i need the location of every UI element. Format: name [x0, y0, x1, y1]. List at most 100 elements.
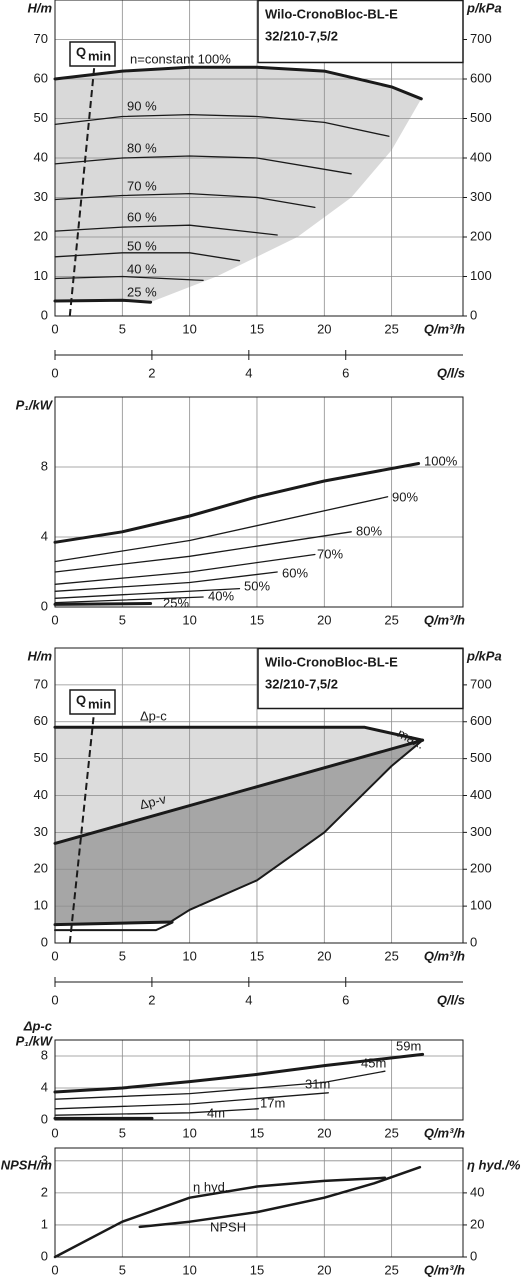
curve	[54, 531, 352, 573]
x-axis-label: Q/m³/h	[424, 612, 465, 627]
y2-tick-label: 600	[470, 713, 492, 728]
qmin-label-sub: min	[88, 696, 111, 711]
x-tick-label: 0	[51, 1262, 58, 1277]
x-tick-label: 15	[250, 948, 264, 963]
x-tick-label: 25	[384, 321, 398, 336]
y-tick-label: 4	[41, 1079, 48, 1094]
x-tick-label: 0	[51, 948, 58, 963]
qmin-box	[69, 41, 116, 67]
curve-label: Δp-v	[138, 791, 168, 812]
curve-label: 60 %	[127, 209, 157, 224]
y-tick-label: 0	[41, 1111, 48, 1126]
x-tick-label: 4	[245, 992, 252, 1007]
curve	[53, 65, 423, 101]
curve-label: 50 %	[127, 238, 157, 253]
curve-label: 25 %	[127, 284, 157, 299]
y-tick-label: 1	[41, 1216, 48, 1231]
x-axis-label: Q/m³/h	[424, 948, 465, 963]
y-axis-label: NPSH/m	[1, 1157, 53, 1172]
curve-label: 90 %	[127, 98, 157, 113]
curve-label: 40%	[208, 588, 234, 603]
y-tick-label: 70	[34, 676, 48, 691]
y-tick-label: 30	[34, 824, 48, 839]
y2-tick-label: 100	[470, 268, 492, 283]
y-tick-label: 2	[41, 1184, 48, 1199]
x-tick-label: 10	[182, 321, 196, 336]
y2-tick-label: 100	[470, 898, 492, 913]
y-axis-label: P₁/kW	[16, 1033, 54, 1048]
curve	[53, 920, 174, 927]
curve	[54, 1070, 386, 1100]
x-tick-label: 20	[317, 1125, 331, 1140]
curve	[54, 113, 390, 137]
curve-label: n=constant 100%	[130, 51, 231, 66]
qmin-label-sub: min	[88, 48, 111, 63]
curve-label: 60%	[282, 565, 308, 580]
y-tick-label: 0	[41, 598, 48, 613]
x-tick-label: 0	[51, 1125, 58, 1140]
y-tick-label: 3	[41, 1152, 48, 1167]
curve	[54, 275, 204, 282]
curve	[54, 155, 352, 175]
curve-label: Δp-c	[140, 708, 167, 723]
x-tick-label: 25	[384, 948, 398, 963]
curve	[53, 1052, 425, 1094]
curve	[53, 602, 153, 606]
qmin-line	[68, 699, 97, 944]
qmin-label: Q	[76, 44, 86, 59]
y2-tick-label: 40	[470, 1184, 484, 1199]
curve-label: 17m	[260, 1095, 285, 1110]
x-axis-label: Q/l/s	[437, 365, 465, 380]
y-axis-label: H/m	[27, 648, 52, 663]
x-tick-label: 6	[342, 992, 349, 1007]
curve-label: 80%	[356, 523, 382, 538]
y-tick-label: 50	[34, 110, 48, 125]
curve	[54, 1108, 259, 1116]
qmin-label: Q	[76, 692, 86, 707]
qmin-box	[69, 689, 116, 715]
x-tick-label: 10	[182, 948, 196, 963]
x-tick-label: 10	[182, 1125, 196, 1140]
y2-tick-label: 20	[470, 1216, 484, 1231]
x-tick-label: 20	[317, 1262, 331, 1277]
x-tick-label: 15	[250, 1262, 264, 1277]
y2-tick-label: 300	[470, 824, 492, 839]
x-tick-label: 5	[119, 1125, 126, 1140]
curve	[53, 462, 421, 544]
x-tick-label: 20	[317, 948, 331, 963]
title-box	[257, 0, 464, 64]
operating-area	[55, 727, 423, 844]
curve-label: 59m	[396, 1038, 421, 1053]
curve	[138, 1165, 422, 1229]
curve	[53, 298, 153, 304]
y-tick-label: 30	[34, 189, 48, 204]
title-box	[257, 647, 464, 710]
y-tick-label: 60	[34, 713, 48, 728]
y2-tick-label: 0	[470, 307, 477, 322]
curve	[53, 1176, 387, 1259]
curve-label: 40 %	[127, 261, 157, 276]
y-tick-label: 0	[41, 1248, 48, 1263]
y2-tick-label: 0	[470, 934, 477, 949]
x-tick-label: 2	[148, 365, 155, 380]
chart-subtitle: 32/210-7,5/2	[265, 28, 338, 43]
x-tick-label: 0	[51, 321, 58, 336]
curve-label: 100%	[424, 453, 458, 468]
x-tick-label: 25	[384, 1262, 398, 1277]
y-tick-label: 10	[34, 898, 48, 913]
y2-tick-label: 500	[470, 110, 492, 125]
x-tick-label: 0	[51, 992, 58, 1007]
curve-label: 45m	[361, 1055, 386, 1070]
x-axis-label: Q/m³/h	[424, 1262, 465, 1277]
y-tick-label: 8	[41, 1047, 48, 1062]
y2-tick-label: 600	[470, 70, 492, 85]
x-tick-label: 5	[119, 1262, 126, 1277]
y2-tick-label: 400	[470, 149, 492, 164]
curve	[53, 738, 425, 845]
x-axis-label: Q/m³/h	[424, 321, 465, 336]
curve	[54, 252, 241, 262]
y-tick-label: 20	[34, 228, 48, 243]
curve-label: 70 %	[127, 178, 157, 193]
curve-label: 25%	[163, 595, 189, 610]
